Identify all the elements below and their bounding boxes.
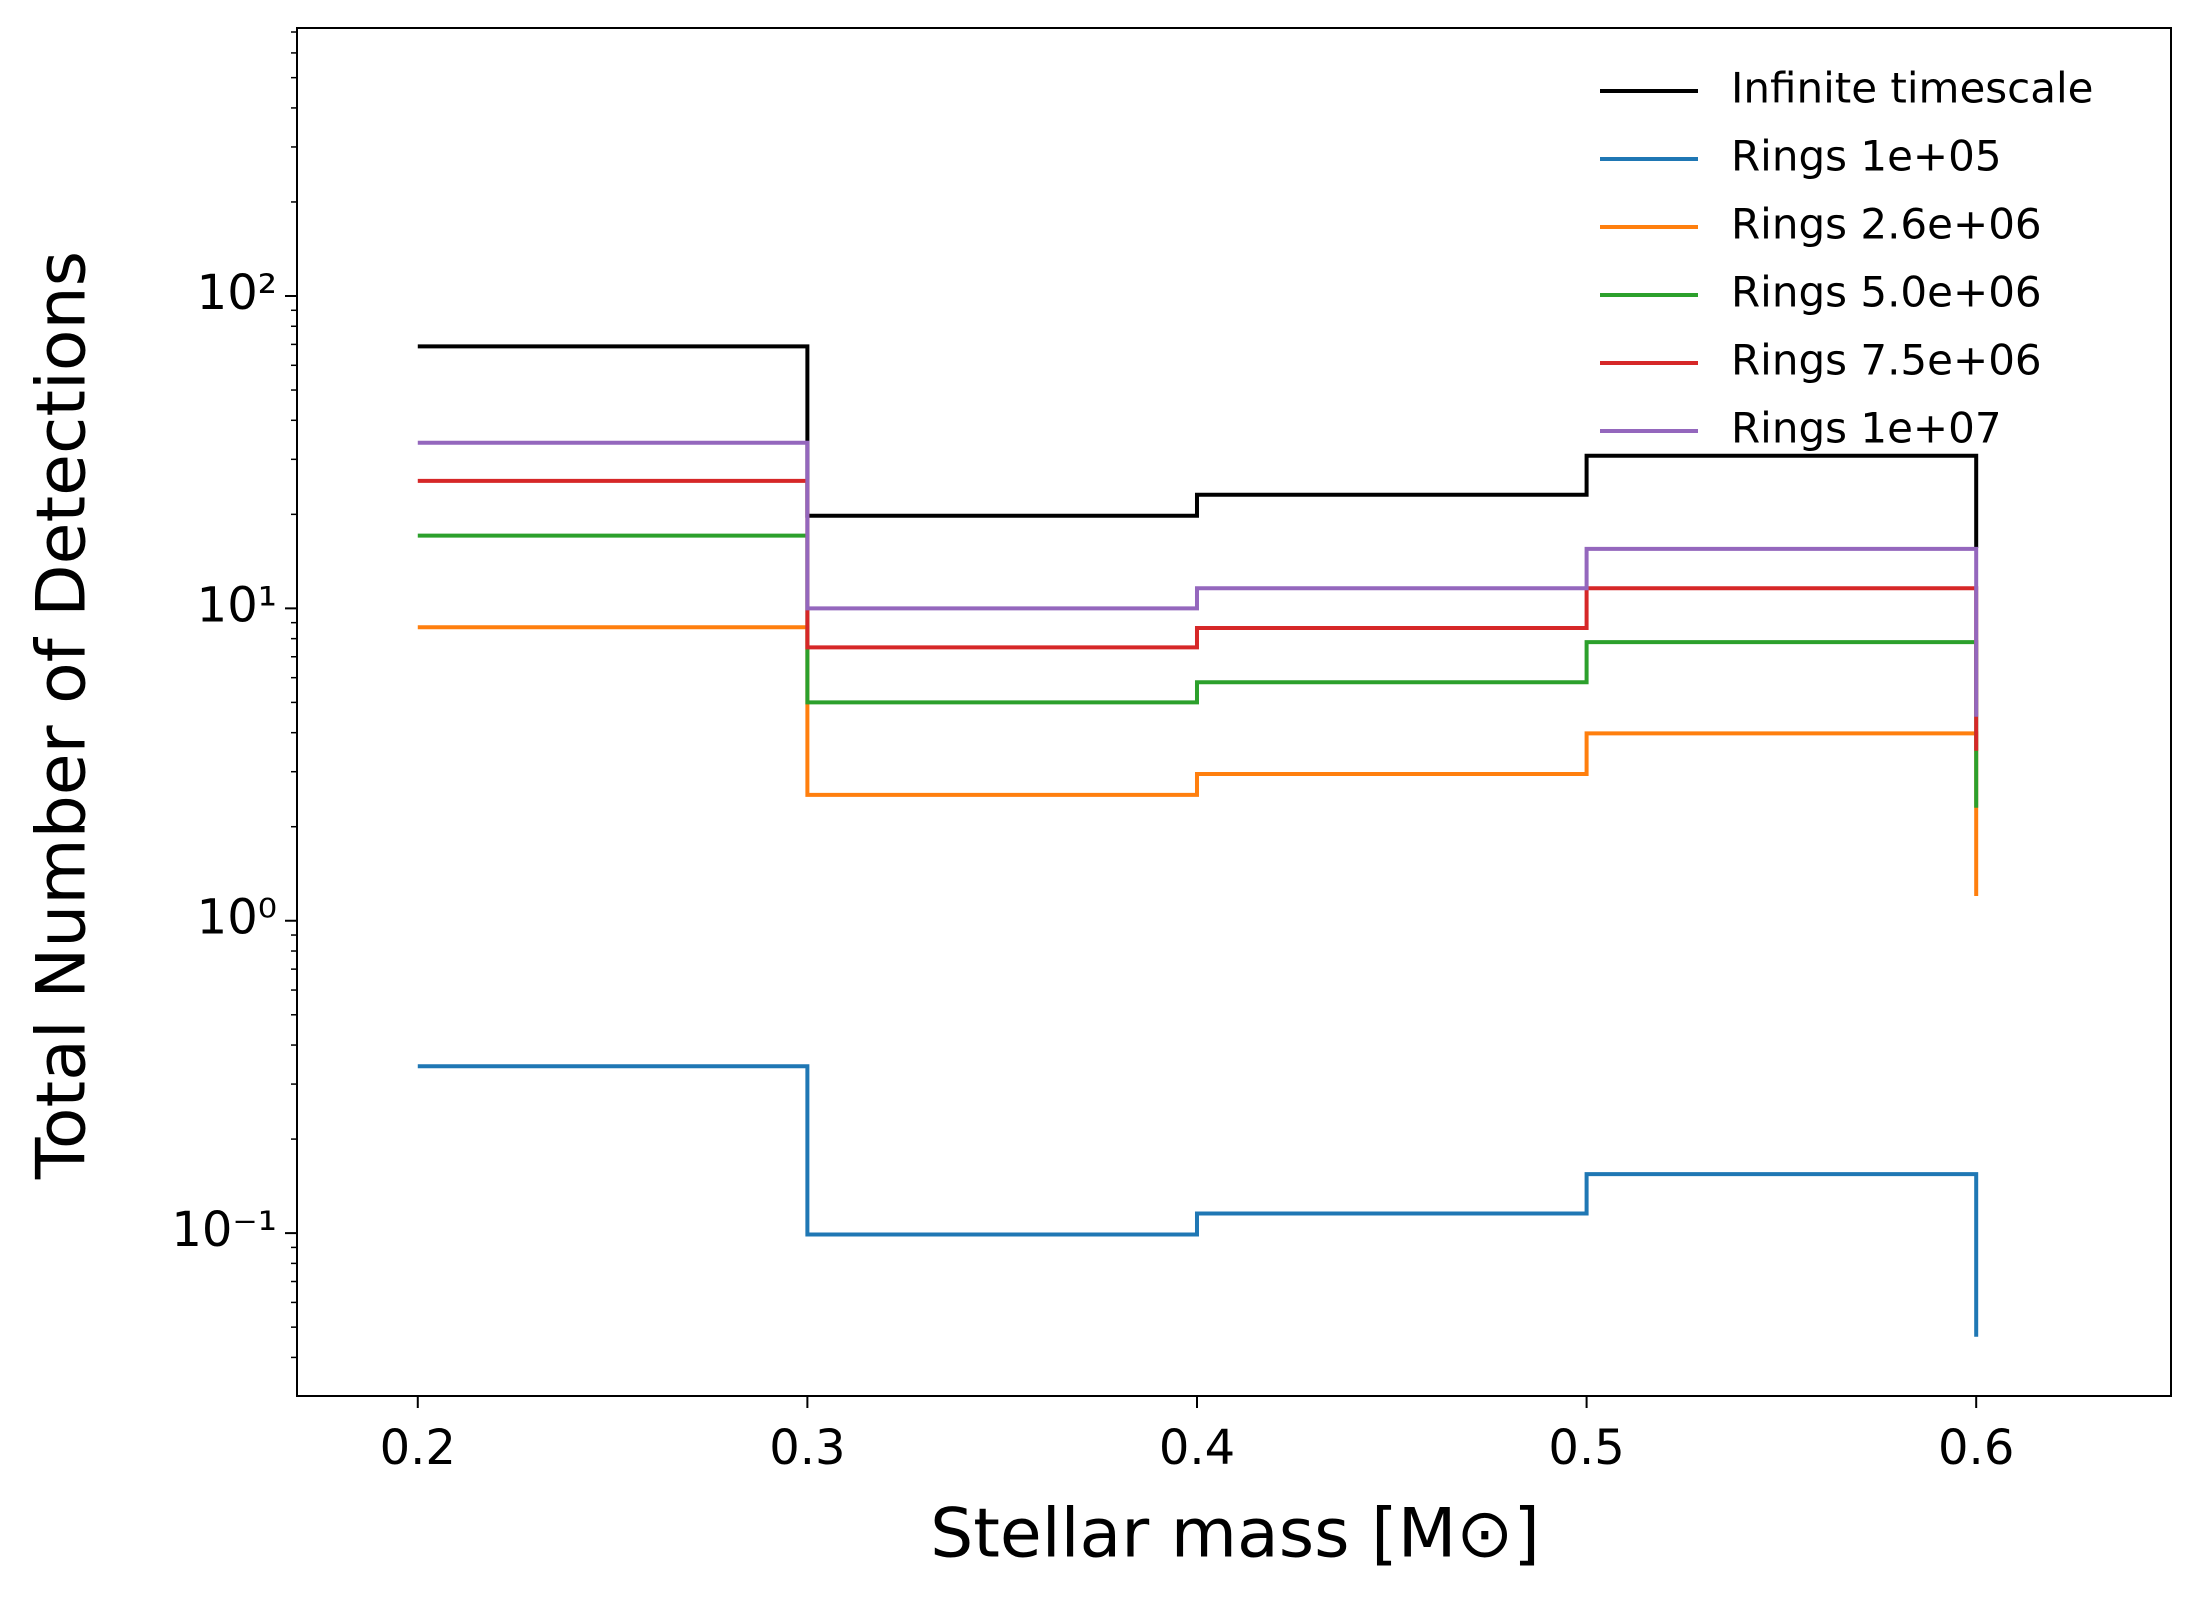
y-tick-label: 10⁰ — [197, 890, 277, 946]
x-axis-label: Stellar mass [M⊙] — [930, 1495, 1540, 1574]
legend-label: Rings 1e+05 — [1731, 132, 2002, 181]
x-tick-label: 0.6 — [1938, 1420, 2014, 1476]
y-tick-label: 10⁻¹ — [171, 1202, 277, 1258]
plot-frame — [296, 27, 2172, 1397]
legend-label: Rings 2.6e+06 — [1731, 200, 2042, 249]
x-tick-label: 0.2 — [380, 1420, 456, 1476]
y-axis-label: Total Number of Detections — [23, 251, 102, 1180]
legend-label: Rings 7.5e+06 — [1731, 336, 2042, 385]
x-tick-label: 0.3 — [769, 1420, 845, 1476]
series-line — [417, 478, 1979, 751]
series-line — [417, 344, 1979, 549]
series-line — [417, 1064, 1979, 1337]
legend-label: Rings 5.0e+06 — [1731, 268, 2042, 317]
x-tick-label: 0.4 — [1159, 1420, 1235, 1476]
y-tick-label: 10² — [197, 265, 277, 321]
series-line — [417, 440, 1979, 717]
x-tick-label: 0.5 — [1548, 1420, 1624, 1476]
y-tick-label: 10¹ — [197, 577, 277, 633]
legend-label: Infinite timescale — [1731, 64, 2094, 113]
series-line — [417, 533, 1979, 808]
series-line — [417, 625, 1979, 897]
legend-label: Rings 1e+07 — [1731, 404, 2002, 453]
